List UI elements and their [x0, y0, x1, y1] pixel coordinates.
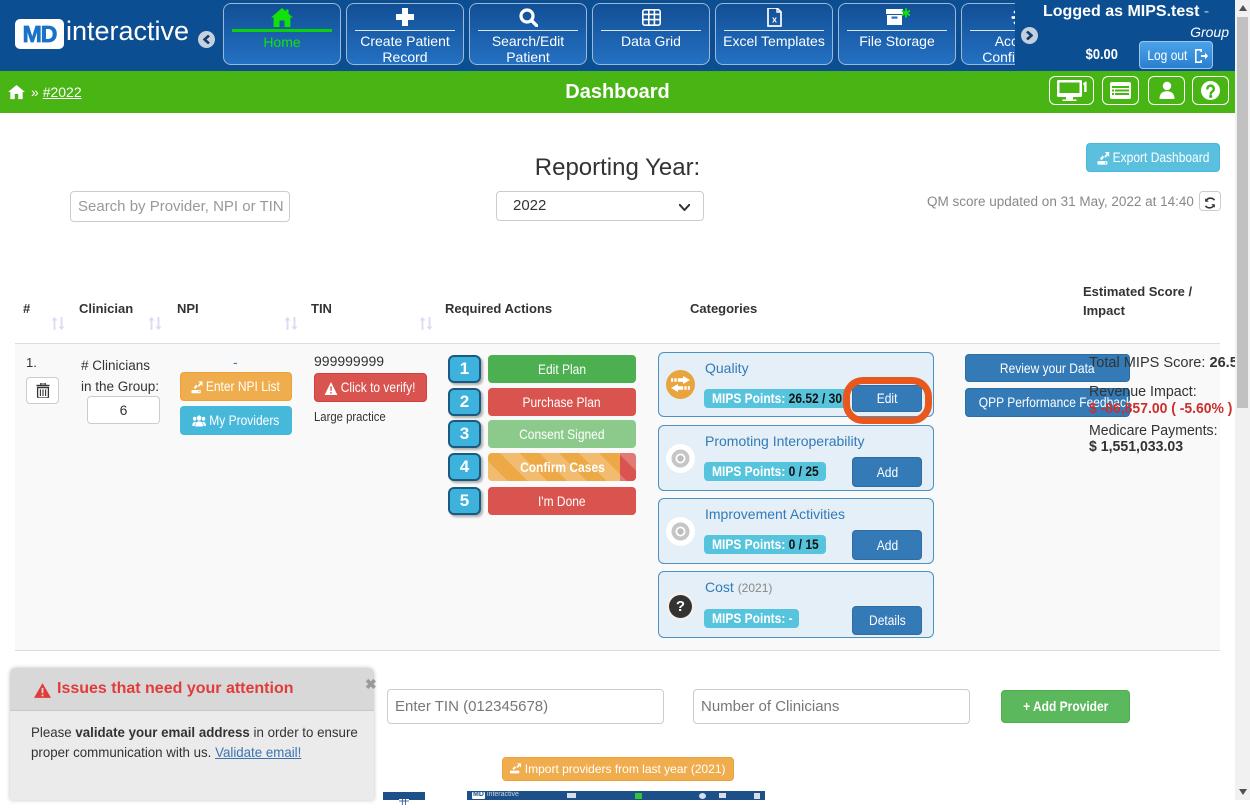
svg-text:x: x	[771, 15, 776, 25]
